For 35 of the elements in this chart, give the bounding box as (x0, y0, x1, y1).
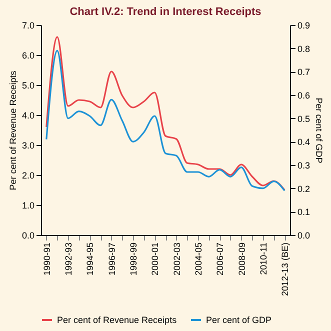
y2-tick-label: 0.3 (298, 160, 310, 170)
x-tick-label: 2000-01 (150, 242, 160, 276)
legend-label: Per cent of GDP (206, 315, 272, 325)
x-tick-label: 2004-05 (193, 242, 204, 276)
y-tick-label: 5.0 (22, 80, 34, 90)
y2-tick-label: 0.0 (298, 230, 310, 240)
y2-tick-label: 0.4 (298, 137, 310, 148)
legend-label: Per cent of Revenue Receipts (57, 315, 178, 325)
y2-tick-label: 0.9 (298, 20, 310, 30)
x-tick-label: 2008-09 (236, 242, 247, 276)
y-tick-label: 0.0 (22, 230, 34, 240)
y2-tick-label: 0.8 (298, 44, 310, 54)
x-tick-label: 2006-07 (215, 242, 226, 276)
x-tick-label: 1992-93 (64, 242, 74, 276)
x-tick-label: 2010-11 (258, 242, 268, 275)
y2-tick-label: 0.2 (298, 184, 310, 194)
y2-tick-label: 0.6 (298, 90, 310, 100)
x-tick-label: 2012-13 (BE) (280, 242, 290, 296)
x-tick-label: 2002-03 (172, 242, 182, 276)
x-tick-label: 1998-99 (128, 242, 139, 276)
y-tick-label: 1.0 (22, 200, 34, 210)
x-tick-label: 1990-91 (42, 242, 52, 276)
y2-tick-label: 0.1 (298, 207, 310, 218)
y-axis-title: Per cent of Revenue Receipts (8, 70, 18, 190)
chart-title: Chart IV.2: Trend in Interest Receipts (70, 6, 262, 18)
y-tick-label: 2.0 (22, 170, 34, 180)
x-tick-label: 1994-95 (85, 242, 96, 276)
y-tick-label: 3.0 (22, 140, 34, 150)
y-tick-label: 6.0 (22, 50, 34, 60)
y-tick-label: 7.0 (22, 20, 34, 30)
y2-axis-title: Per cent of GDP (314, 98, 324, 164)
y2-tick-label: 0.5 (298, 114, 310, 124)
y2-tick-label: 0.7 (298, 67, 310, 78)
x-tick-label: 1996-97 (106, 242, 117, 276)
y-tick-label: 4.0 (22, 110, 34, 120)
